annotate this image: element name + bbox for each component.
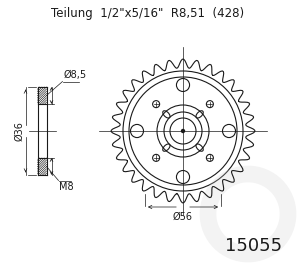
Circle shape xyxy=(182,129,184,133)
Text: 15055: 15055 xyxy=(225,237,282,255)
Text: Ø36: Ø36 xyxy=(14,121,24,141)
Text: Ø8,5: Ø8,5 xyxy=(64,70,87,80)
Text: Ø56: Ø56 xyxy=(173,212,193,222)
Text: Teilung  1/2"x5/16"  R8,51  (428): Teilung 1/2"x5/16" R8,51 (428) xyxy=(51,8,244,20)
Text: M8: M8 xyxy=(59,182,74,192)
